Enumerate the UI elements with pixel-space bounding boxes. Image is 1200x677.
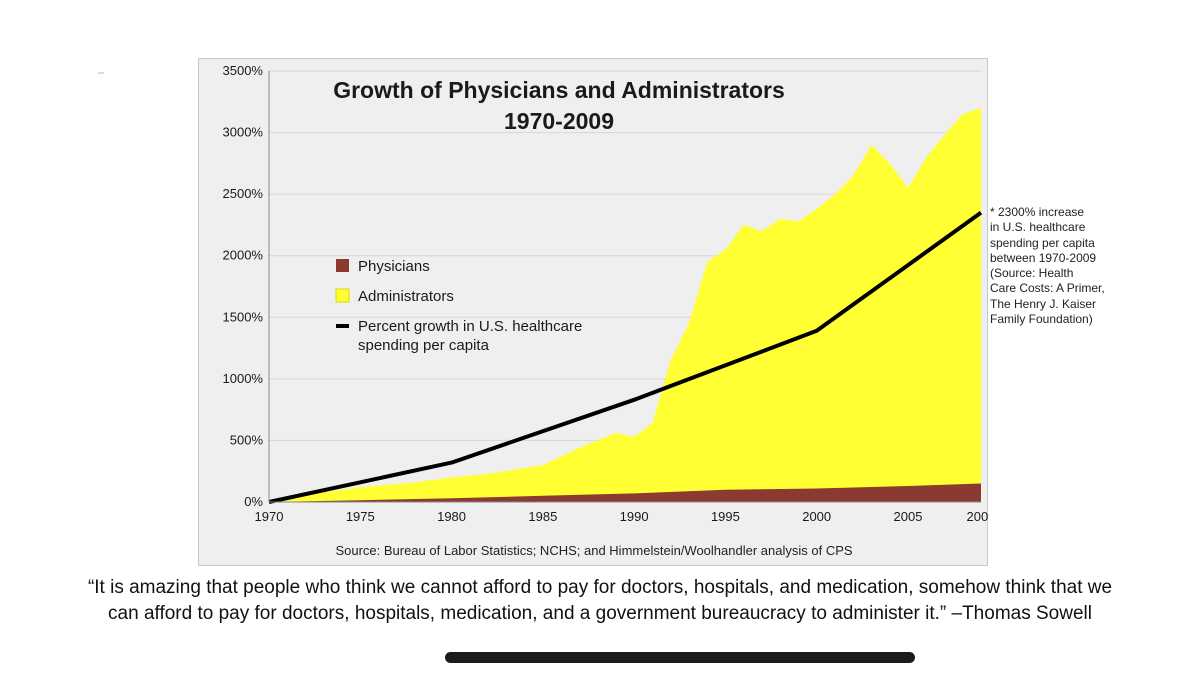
chart-title-line2: 1970-2009 bbox=[504, 108, 614, 134]
area-chart: 0% 500% 1000% 1500% 2000% 2500% 3000% 3500% 1970… bbox=[223, 63, 989, 524]
chart-title-line1: Growth of Physicians and Administrators bbox=[333, 77, 785, 103]
x-tick-label: 2000 bbox=[802, 509, 831, 524]
quote-text: “It is amazing that people who think we … bbox=[87, 577, 1113, 624]
x-tick-label: 1975 bbox=[346, 509, 375, 524]
side-annotation: * 2300% increase in U.S. healthcare spen… bbox=[990, 205, 1105, 327]
chart-panel: 0% 500% 1000% 1500% 2000% 2500% 3000% 3500% 1970… bbox=[198, 58, 989, 566]
x-tick-label: 1990 bbox=[620, 509, 649, 524]
spending-growth-line bbox=[268, 210, 983, 504]
y-tick-label: 2000% bbox=[223, 248, 264, 263]
x-tick-label: 1995 bbox=[711, 509, 740, 524]
legend-label: Physicians bbox=[358, 258, 430, 275]
y-tick-label: 3500% bbox=[223, 63, 264, 78]
x-tick-label: 1985 bbox=[528, 509, 557, 524]
faint-dot bbox=[98, 72, 104, 74]
legend-label: Administrators bbox=[358, 288, 454, 305]
x-tick-label: 2009 bbox=[967, 509, 989, 524]
y-tick-label: 3000% bbox=[223, 125, 264, 140]
legend-label: Percent growth in U.S. healthcare bbox=[358, 318, 582, 335]
x-tick-label: 2005 bbox=[894, 509, 923, 524]
y-tick-label: 0% bbox=[244, 494, 263, 509]
x-tick-label: 1970 bbox=[255, 509, 284, 524]
legend-swatch bbox=[336, 259, 349, 272]
legend-swatch bbox=[335, 288, 350, 303]
y-tick-label: 1000% bbox=[223, 371, 264, 386]
y-tick-label: 500% bbox=[230, 432, 264, 447]
legend-label-line2: spending per capita bbox=[358, 337, 490, 354]
y-tick-label: 2500% bbox=[223, 186, 264, 201]
x-tick-label: 1980 bbox=[437, 509, 466, 524]
home-indicator-bar[interactable] bbox=[445, 652, 915, 663]
chart-source: Source: Bureau of Labor Statistics; NCHS… bbox=[335, 543, 853, 558]
physicians-area bbox=[269, 483, 981, 502]
administrators-area bbox=[269, 107, 981, 503]
y-tick-label: 1500% bbox=[223, 309, 264, 324]
